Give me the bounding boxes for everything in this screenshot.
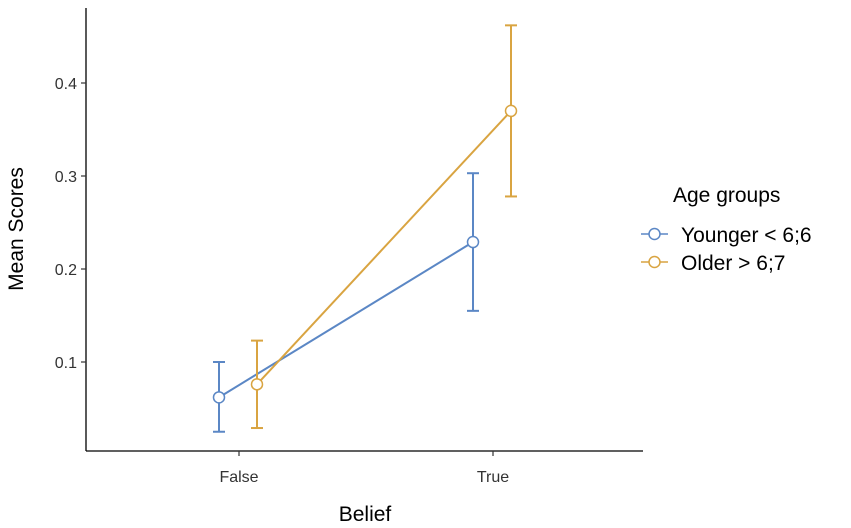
x-ticks: False True	[219, 451, 509, 486]
y-tick-label: 0.2	[55, 262, 77, 279]
legend: Age groups Younger < 6;6 Older > 6;7	[641, 184, 812, 275]
legend-key-point	[648, 227, 661, 241]
legend-key-point	[648, 255, 661, 269]
data-point	[250, 378, 264, 391]
series-older	[250, 24, 518, 430]
x-tick-label: False	[219, 469, 258, 486]
y-tick-label: 0.3	[55, 169, 77, 186]
legend-label: Older > 6;7	[681, 252, 785, 275]
data-point	[212, 391, 226, 404]
legend-items: Younger < 6;6 Older > 6;7	[641, 224, 812, 275]
y-tick-label: 0.1	[55, 355, 77, 372]
series-line	[218, 241, 474, 399]
series-line	[256, 110, 512, 386]
data-point	[504, 104, 518, 118]
x-axis-title: Belief	[339, 503, 392, 526]
data-point	[466, 235, 480, 249]
series-layer	[212, 24, 518, 433]
y-ticks: 0.1 0.2 0.3 0.4	[55, 76, 86, 372]
y-axis-title: Mean Scores	[5, 167, 28, 291]
legend-title: Age groups	[673, 184, 780, 207]
legend-label: Younger < 6;6	[681, 224, 812, 247]
series-younger	[212, 172, 480, 433]
plot-area: 0.1 0.2 0.3 0.4 False True	[55, 8, 643, 486]
x-tick-label: True	[477, 469, 509, 486]
y-tick-label: 0.4	[55, 76, 77, 93]
